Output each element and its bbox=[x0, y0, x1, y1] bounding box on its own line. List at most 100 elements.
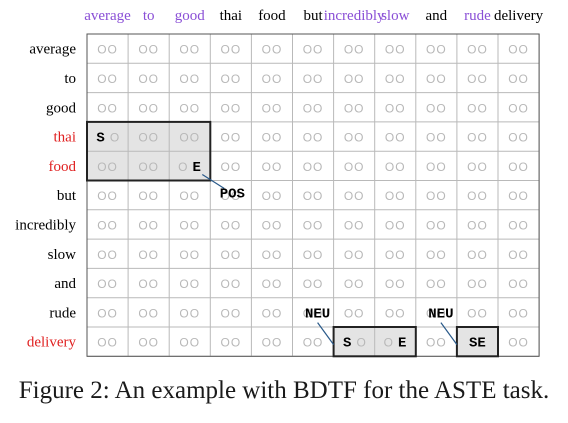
row-token-label: to bbox=[64, 71, 76, 87]
empty-cell-marker: OO bbox=[467, 189, 488, 203]
empty-cell-marker: OO bbox=[385, 101, 406, 115]
sentiment-label: NEU bbox=[305, 307, 330, 323]
empty-cell-marker: OO bbox=[426, 131, 447, 145]
row-token-label: thai bbox=[54, 130, 77, 146]
empty-cell-marker: OO bbox=[179, 218, 200, 232]
highlight-cell bbox=[128, 121, 170, 152]
empty-cell-marker: OO bbox=[262, 218, 283, 232]
empty-cell-marker: OO bbox=[426, 218, 447, 232]
empty-cell-marker: OO bbox=[467, 248, 488, 262]
empty-cell-marker: OO bbox=[262, 189, 283, 203]
empty-cell-marker: OO bbox=[508, 160, 529, 174]
empty-cell-marker: OO bbox=[344, 43, 365, 57]
column-token-label: average bbox=[84, 8, 131, 24]
empty-cell-marker: OO bbox=[344, 131, 365, 145]
empty-cell-marker: OO bbox=[344, 101, 365, 115]
empty-cell-marker: OO bbox=[508, 218, 529, 232]
column-token-label: slow bbox=[381, 8, 410, 24]
highlight-cell bbox=[374, 327, 416, 357]
empty-cell-marker: OO bbox=[385, 218, 406, 232]
highlight-cell bbox=[456, 327, 498, 357]
row-token-label: food bbox=[49, 159, 77, 175]
empty-cell-marker: OO bbox=[138, 101, 159, 115]
empty-cell-marker: OO bbox=[138, 248, 159, 262]
empty-cell-marker: OO bbox=[467, 43, 488, 57]
row-token-label: slow bbox=[48, 247, 77, 263]
column-token-label: food bbox=[258, 8, 286, 24]
opinion-block-rude bbox=[455, 326, 499, 358]
empty-cell-marker: OO bbox=[262, 160, 283, 174]
empty-cell-marker: OO bbox=[179, 131, 200, 145]
empty-cell-marker: OO bbox=[262, 101, 283, 115]
empty-cell-marker: OO bbox=[179, 43, 200, 57]
empty-cell-marker: OO bbox=[508, 336, 529, 350]
empty-cell-marker: OO bbox=[508, 72, 529, 86]
sentiment-label: NEU bbox=[428, 307, 453, 323]
empty-cell-marker: OO bbox=[97, 306, 118, 320]
empty-cell-marker: OO bbox=[508, 131, 529, 145]
empty-cell-marker: OO bbox=[262, 72, 283, 86]
column-token-label: but bbox=[303, 8, 323, 24]
empty-cell-marker: OO bbox=[467, 101, 488, 115]
highlight-cell bbox=[87, 121, 129, 152]
connector-line bbox=[440, 322, 458, 346]
empty-cell-marker: OO bbox=[303, 43, 324, 57]
empty-cell-marker: OO bbox=[467, 160, 488, 174]
highlight-cell bbox=[169, 121, 211, 152]
end-tag: E bbox=[398, 336, 406, 352]
empty-cell-marker: OO bbox=[221, 101, 242, 115]
empty-cell-marker: OO bbox=[97, 160, 118, 174]
column-token-label: incredibly bbox=[324, 8, 385, 24]
empty-cell-marker: OO bbox=[138, 306, 159, 320]
empty-cell-marker: OO bbox=[385, 131, 406, 145]
empty-cell-marker: OO bbox=[303, 336, 324, 350]
empty-cell-marker: OO bbox=[467, 72, 488, 86]
opinion-block-incredibly-slow bbox=[332, 326, 417, 358]
row-token-label: but bbox=[57, 188, 77, 204]
column-token-label: delivery bbox=[494, 8, 544, 24]
empty-cell-marker: OO bbox=[138, 336, 159, 350]
empty-cell-marker: OO bbox=[221, 306, 242, 320]
aspect-block-thai-food bbox=[86, 120, 212, 182]
empty-cell-marker: OO bbox=[303, 160, 324, 174]
empty-cell-marker: OO bbox=[426, 189, 447, 203]
empty-cell-marker: OO bbox=[508, 306, 529, 320]
empty-cell-marker: OO bbox=[221, 277, 242, 291]
empty-cell-marker: OO bbox=[426, 43, 447, 57]
column-token-label: rude bbox=[464, 8, 491, 24]
empty-cell-marker: OO bbox=[221, 189, 242, 203]
empty-cell-marker: OO bbox=[344, 218, 365, 232]
empty-cell-marker: O bbox=[110, 131, 119, 145]
empty-cell-marker: O bbox=[384, 336, 393, 350]
empty-cell-marker: OO bbox=[262, 306, 283, 320]
empty-cell-marker: OO bbox=[97, 336, 118, 350]
empty-cell-marker: OO bbox=[385, 248, 406, 262]
empty-cell-marker: OO bbox=[303, 277, 324, 291]
empty-cell-marker: OO bbox=[344, 248, 365, 262]
empty-cell-marker: OO bbox=[179, 306, 200, 320]
empty-cell-marker: OO bbox=[344, 72, 365, 86]
highlight-cell bbox=[333, 327, 375, 357]
empty-cell-marker: OO bbox=[97, 248, 118, 262]
empty-cell-marker: OO bbox=[508, 277, 529, 291]
empty-cell-marker: OO bbox=[179, 248, 200, 262]
empty-cell-marker: OO bbox=[221, 72, 242, 86]
empty-cell-marker: OO bbox=[138, 160, 159, 174]
empty-cell-marker: OO bbox=[508, 101, 529, 115]
empty-cell-marker: OO bbox=[138, 277, 159, 291]
empty-cell-marker: OO bbox=[221, 336, 242, 350]
sentiment-label: POS bbox=[220, 187, 245, 203]
column-token-label: and bbox=[426, 8, 448, 24]
column-token-label: to bbox=[143, 8, 155, 24]
empty-cell-marker: OO bbox=[426, 160, 447, 174]
empty-cell-marker: OO bbox=[385, 189, 406, 203]
column-token-label: thai bbox=[220, 8, 243, 24]
empty-cell-marker: OO bbox=[179, 277, 200, 291]
empty-cell-marker: OO bbox=[385, 43, 406, 57]
row-token-label: delivery bbox=[27, 335, 77, 351]
start-tag: S bbox=[96, 131, 104, 147]
empty-cell-marker: OO bbox=[303, 131, 324, 145]
empty-cell-marker: OO bbox=[303, 218, 324, 232]
empty-cell-marker: OO bbox=[97, 72, 118, 86]
empty-cell-marker: OO bbox=[97, 218, 118, 232]
